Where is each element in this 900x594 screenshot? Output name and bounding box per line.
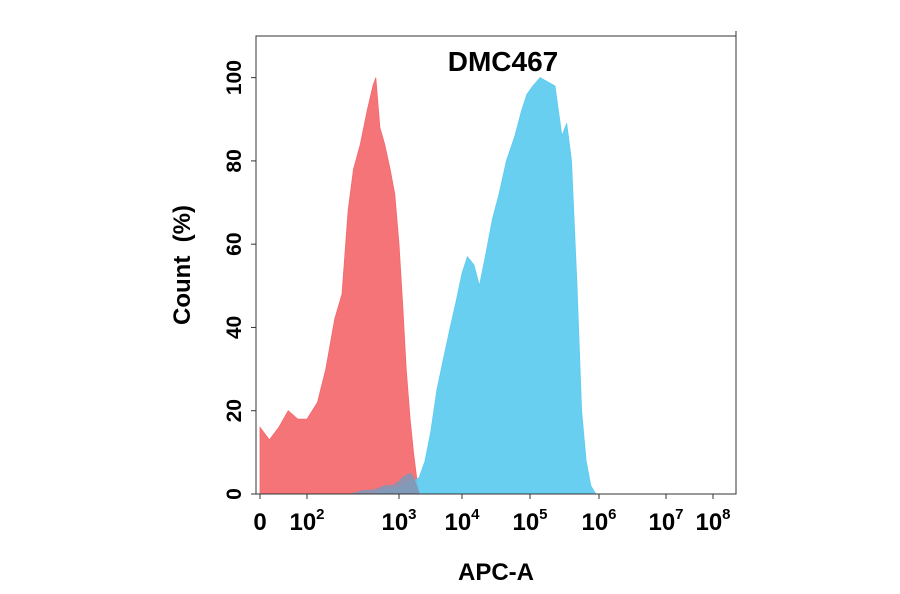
y-tick-label: 40 <box>223 316 246 339</box>
y-tick-label: 20 <box>223 399 246 422</box>
y-tick-label: 80 <box>223 149 246 172</box>
histogram-series-2 <box>350 77 597 495</box>
y-tick-label: 60 <box>223 233 246 256</box>
x-tick-label: 102 <box>289 506 324 536</box>
x-tick-label: 107 <box>648 506 683 536</box>
plot-frame <box>255 35 737 495</box>
y-tick-label: 0 <box>223 488 246 500</box>
x-tick-label: 0 <box>253 509 266 536</box>
x-tick-label: 104 <box>444 506 480 536</box>
y-ticks-layer: 0 20 40 60 80 100 <box>223 60 256 500</box>
x-tick-label: 108 <box>695 506 730 536</box>
x-tick-label: 103 <box>381 506 416 536</box>
x-axis-label: APC-A <box>458 559 534 586</box>
x-ticks-layer: 0 102 103 104 105 106 107 108 <box>253 494 731 536</box>
series-layer <box>259 77 597 495</box>
chart-title: DMC467 <box>448 46 558 77</box>
y-tick-label: 100 <box>223 60 246 95</box>
histogram-series-3 <box>350 472 420 495</box>
x-tick-label: 105 <box>512 506 547 536</box>
x-tick-label: 106 <box>581 506 616 536</box>
y-axis-label: Count (%) <box>169 205 196 325</box>
histogram-series-1 <box>259 77 420 495</box>
